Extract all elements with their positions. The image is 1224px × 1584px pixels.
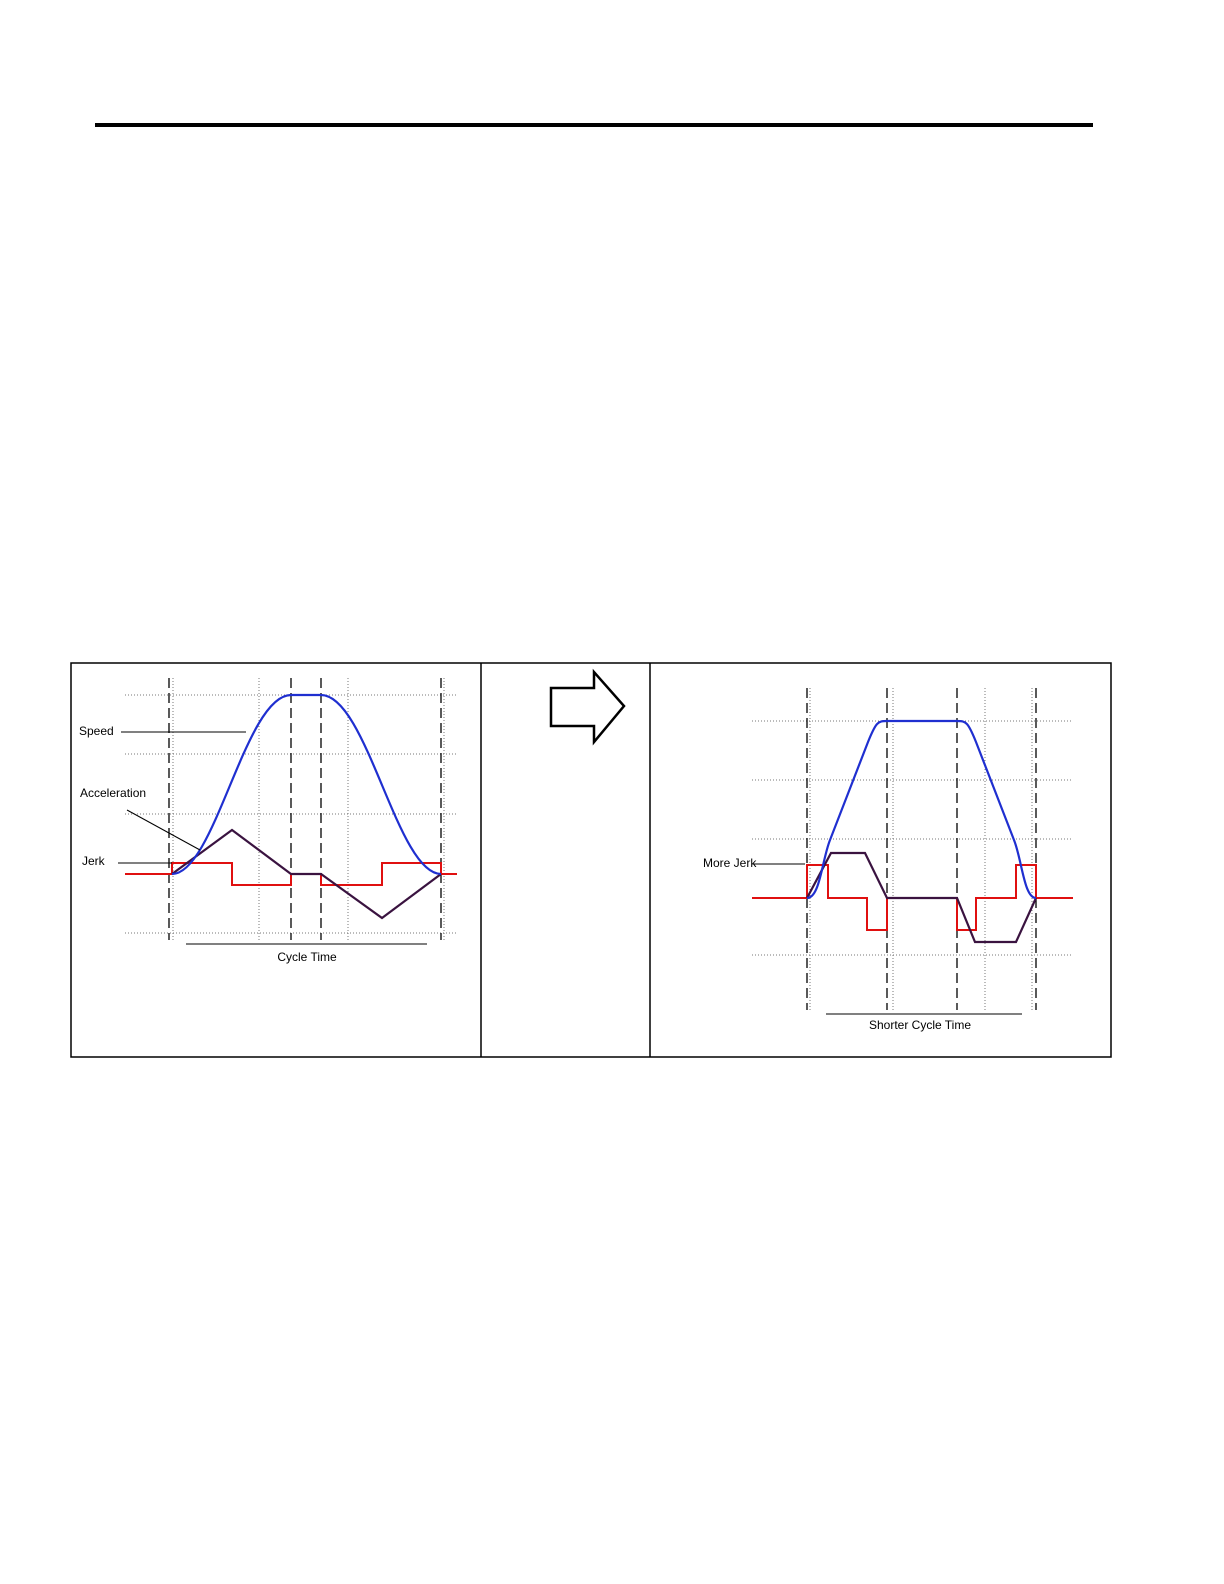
caption: Shorter Cycle Time: [869, 1018, 971, 1032]
figure-frame: [70, 662, 1112, 1058]
jerk-label: Jerk: [82, 854, 106, 868]
grid: [125, 678, 457, 940]
acceleration-curve: [806, 851, 1038, 944]
leader-line: [126, 809, 201, 851]
left-diagram: Speed Acceleration Jerk Cycle Time: [79, 678, 457, 964]
caption: Cycle Time: [277, 950, 337, 964]
jerk-label: More Jerk: [703, 856, 757, 870]
grid: [752, 688, 1073, 1010]
speed-label: Speed: [79, 724, 114, 738]
arrow: [549, 668, 626, 746]
acceleration-curve: [171, 828, 442, 920]
acceleration-label: Acceleration: [80, 786, 146, 800]
speed-curve: [806, 719, 1037, 900]
right-diagram: More Jerk Shorter Cycle Time: [703, 688, 1073, 1032]
speed-curve: [171, 693, 442, 876]
